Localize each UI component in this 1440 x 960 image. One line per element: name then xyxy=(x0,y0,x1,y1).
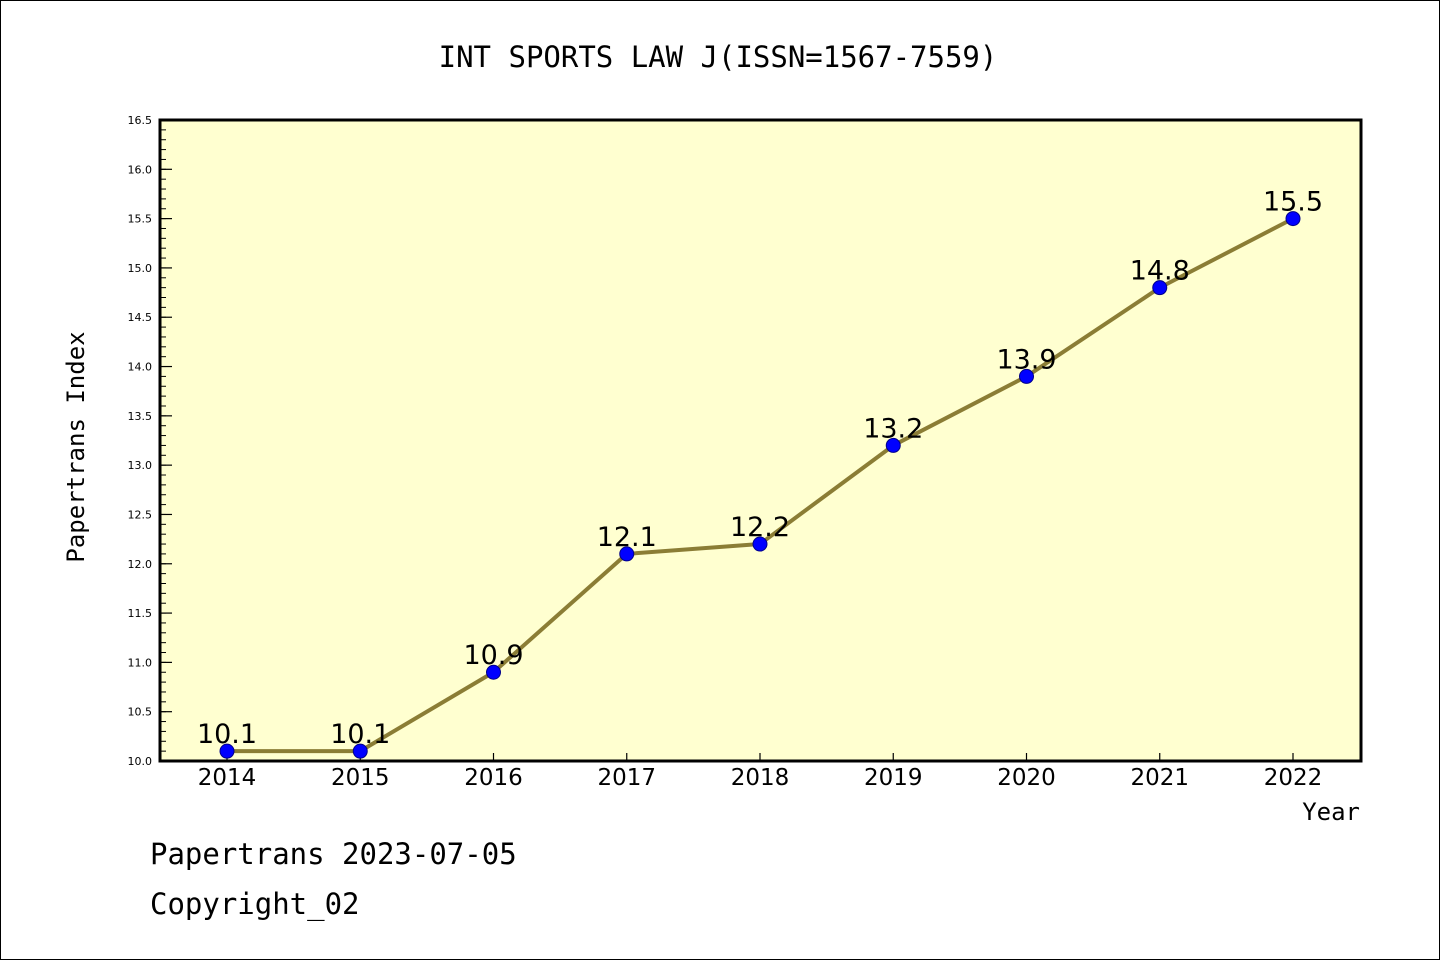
data-point xyxy=(219,743,235,759)
x-axis-label: Year xyxy=(1302,798,1360,826)
y-tick-label: 15.0 xyxy=(128,262,153,275)
chart-title: INT SPORTS LAW J(ISSN=1567-7559) xyxy=(439,40,998,74)
x-tick-label: 2022 xyxy=(1264,765,1323,791)
y-tick-label: 14.5 xyxy=(128,311,153,324)
data-label: 10.1 xyxy=(197,719,257,750)
y-tick-label: 10.5 xyxy=(128,706,153,719)
x-tick-label: 2017 xyxy=(597,765,656,791)
data-point xyxy=(752,536,768,552)
x-tick-label: 2018 xyxy=(731,765,790,791)
y-tick-label: 15.5 xyxy=(128,213,153,226)
data-point xyxy=(619,546,635,562)
data-point xyxy=(486,664,501,680)
y-tick-label: 11.5 xyxy=(128,607,153,620)
y-tick-label: 16.0 xyxy=(128,163,153,176)
plot-area xyxy=(160,120,1361,761)
series-layer: 10.1 10.1 10.9 12.1 12.2 13.2 13.9 14.8 15.5 xyxy=(197,187,1323,759)
data-label: 12.2 xyxy=(730,512,790,543)
x-tick-label: 2019 xyxy=(864,765,923,791)
x-tick-label: 2020 xyxy=(997,765,1056,791)
footer-date: Papertrans 2023-07-05 xyxy=(150,837,517,871)
y-axis: 10.0 10.5 11.0 11.5 12.0 12.5 13.0 13.5 14.0 14.5… xyxy=(128,114,172,768)
y-tick-label: 13.0 xyxy=(128,459,153,472)
x-tick-label: 2021 xyxy=(1130,765,1189,791)
y-tick-label: 11.0 xyxy=(128,656,153,669)
footer-copyright: Copyright_02 xyxy=(150,887,360,922)
data-label: 13.9 xyxy=(996,344,1056,375)
y-tick-label: 12.0 xyxy=(128,558,153,571)
data-label: 10.9 xyxy=(463,640,523,671)
data-point xyxy=(1019,368,1034,384)
data-label: 13.2 xyxy=(863,413,923,444)
data-label: 14.8 xyxy=(1130,256,1190,287)
y-tick-label: 12.5 xyxy=(128,508,153,521)
y-tick-label: 13.5 xyxy=(128,410,153,423)
y-tick-label: 10.0 xyxy=(128,755,153,768)
data-point xyxy=(352,743,368,759)
plot-border xyxy=(158,118,1363,763)
y-tick-label: 14.0 xyxy=(128,361,153,374)
data-label: 10.1 xyxy=(330,719,390,750)
data-point xyxy=(885,437,901,453)
x-tick-label: 2016 xyxy=(464,765,523,791)
x-tick-label: 2014 xyxy=(198,765,257,791)
y-tick-label: 16.5 xyxy=(128,114,153,127)
data-point xyxy=(1152,280,1168,296)
data-label: 15.5 xyxy=(1263,187,1323,218)
y-axis-label: Papertrans Index xyxy=(62,331,90,562)
data-label: 12.1 xyxy=(597,522,657,553)
x-axis: 2014 2015 2016 2017 2018 2019 2020 2021 2022 xyxy=(198,753,1323,791)
data-point xyxy=(1285,211,1301,227)
x-tick-label: 2015 xyxy=(331,765,390,791)
